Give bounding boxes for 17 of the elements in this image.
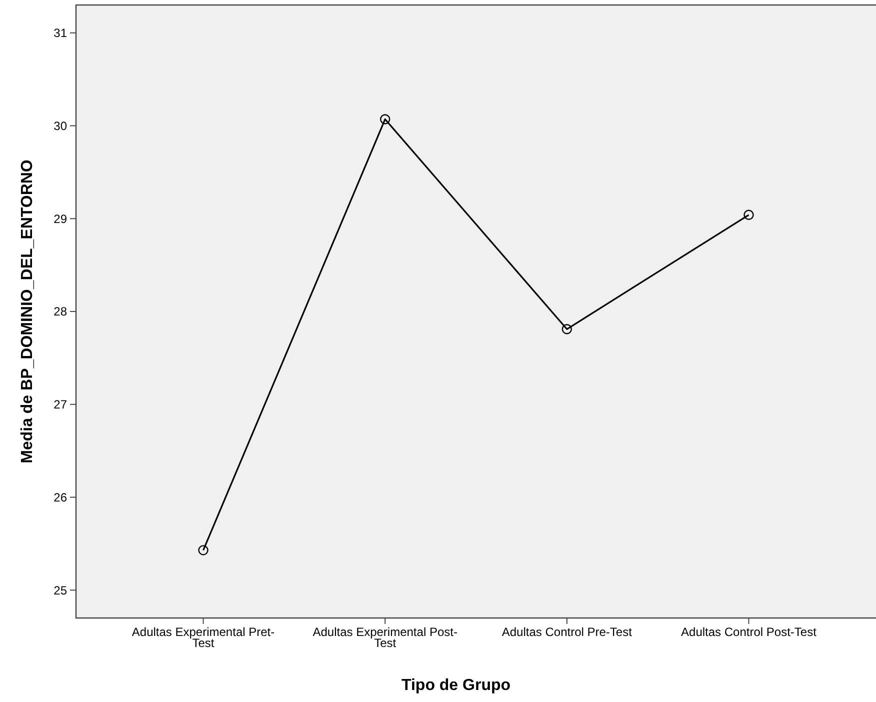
y-tick-label: 27 <box>54 398 68 412</box>
point <box>562 324 572 334</box>
x-axis-title: Tipo de Grupo <box>401 677 511 694</box>
y-axis-title: Media de BP_DOMINIO_DEL_ENTORNO <box>19 160 36 464</box>
x-tick-label: Adultas Control Pre-Test <box>502 625 633 639</box>
y-tick-label: 31 <box>54 26 68 40</box>
x-tick-label: Adultas Control Post-Test <box>681 625 818 639</box>
x-tick-label: Adultas Experimental Post-Test <box>312 625 458 650</box>
y-tick-label: 29 <box>54 212 68 226</box>
point <box>744 210 754 220</box>
y-tick-label: 25 <box>54 583 68 598</box>
y-tick-label: 26 <box>54 490 68 504</box>
x-tick-label: Adultas Experimental Pret-Test <box>132 625 275 650</box>
y-tick-label: 30 <box>54 118 68 133</box>
point <box>380 114 390 124</box>
y-tick-label: 28 <box>54 304 68 319</box>
point <box>198 545 208 556</box>
